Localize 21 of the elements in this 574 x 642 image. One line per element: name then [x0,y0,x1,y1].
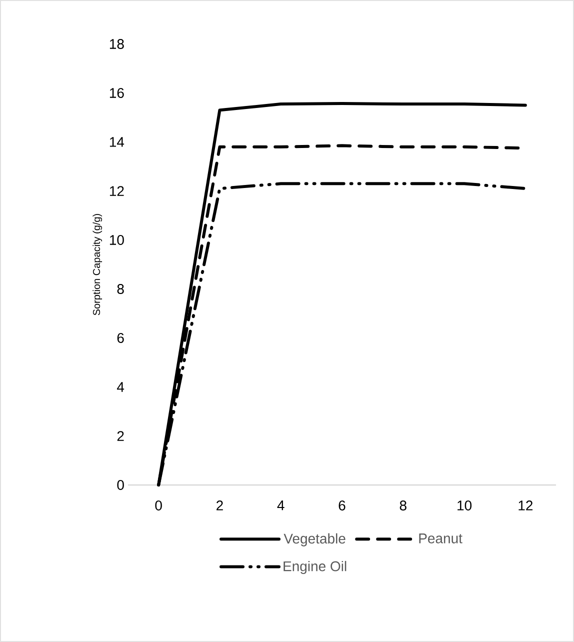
x-tick-label: 10 [458,500,472,510]
x-tick-label: 6 [338,500,346,510]
legend-label: Engine Oil [284,560,346,574]
y-tick-label: 0 [117,480,124,490]
x-tick-label: 4 [277,500,284,510]
y-axis-title: Sorption Capacity (g/g) [92,214,102,316]
y-tick-label: 8 [117,284,124,294]
y-tick-label: 14 [110,137,124,147]
y-tick-label: 4 [116,382,124,392]
y-tick-label: 10 [110,235,124,245]
x-tick-label: 8 [400,500,406,510]
y-tick-label: 6 [117,333,124,343]
y-tick-label: 16 [110,88,124,98]
legend-label: Vegetable [284,533,346,546]
x-tick-label: 0 [155,500,162,510]
x-tick-label: 2 [216,500,223,510]
legend-label: Peanut [419,534,462,544]
y-tick-label: 2 [117,431,124,441]
x-tick-label: 12 [518,500,533,510]
y-tick-label: 18 [110,39,124,49]
y-tick-label: 12 [110,186,124,196]
